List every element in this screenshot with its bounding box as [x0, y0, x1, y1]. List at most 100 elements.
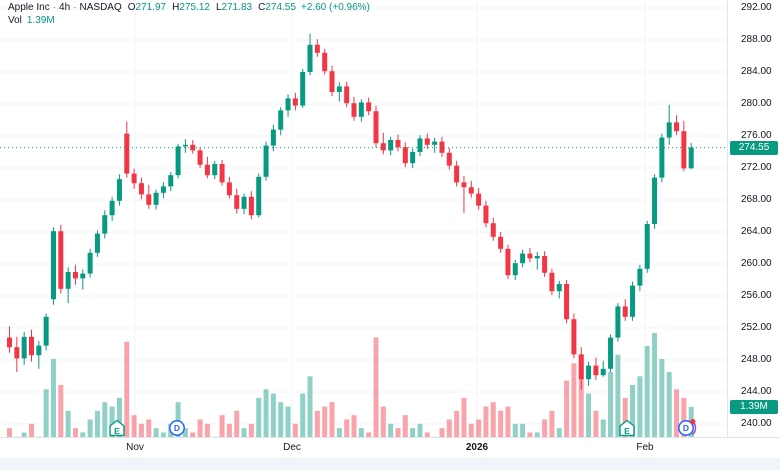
volume-bar[interactable] [674, 389, 680, 467]
candle[interactable] [72, 264, 78, 285]
candle[interactable] [549, 268, 555, 296]
candle[interactable] [681, 120, 687, 172]
candle[interactable] [182, 139, 188, 153]
candle[interactable] [476, 188, 482, 210]
volume-bar[interactable] [263, 389, 269, 467]
candle[interactable] [358, 99, 364, 122]
volume-bar[interactable] [505, 406, 511, 467]
symbol-name[interactable]: Apple Inc [8, 2, 50, 13]
dividend-marker[interactable]: D [673, 415, 700, 442]
candle[interactable] [417, 135, 423, 156]
candle[interactable] [336, 82, 342, 102]
candle[interactable] [102, 210, 108, 239]
candle[interactable] [688, 143, 694, 170]
candle[interactable] [666, 104, 672, 145]
candle[interactable] [160, 182, 166, 199]
candle[interactable] [190, 140, 196, 154]
candle[interactable] [674, 115, 680, 136]
earnings-marker[interactable]: E [109, 419, 125, 437]
volume-bar[interactable] [270, 393, 276, 467]
candle[interactable] [256, 173, 262, 218]
volume-bar[interactable] [461, 397, 467, 467]
volume-bar[interactable] [652, 333, 658, 467]
candle[interactable] [329, 65, 335, 96]
candle[interactable] [600, 360, 606, 377]
candle[interactable] [28, 329, 34, 362]
volume-bar[interactable] [102, 402, 108, 467]
volume-bar[interactable] [644, 346, 650, 467]
candle[interactable] [322, 48, 328, 75]
candle[interactable] [226, 176, 232, 199]
candle[interactable] [116, 174, 122, 206]
volume-bar[interactable] [373, 337, 379, 467]
candle[interactable] [556, 280, 562, 299]
candle[interactable] [534, 252, 540, 270]
volume-bar[interactable] [490, 402, 496, 467]
candle[interactable] [292, 92, 298, 111]
volume-bar[interactable] [322, 406, 328, 467]
candle[interactable] [644, 220, 650, 273]
volume-bar[interactable] [608, 371, 614, 467]
volume-bar[interactable] [43, 389, 49, 467]
candle[interactable] [520, 249, 526, 268]
volume-bar[interactable] [666, 371, 672, 467]
volume-bar[interactable] [124, 341, 130, 467]
candle[interactable] [344, 81, 350, 108]
exchange-label[interactable]: NASDAQ [79, 2, 122, 13]
volume-bar[interactable] [285, 406, 291, 467]
candle[interactable] [388, 136, 394, 156]
candle[interactable] [212, 160, 218, 180]
candle[interactable] [468, 180, 474, 198]
candle[interactable] [542, 251, 548, 277]
candle[interactable] [608, 334, 614, 372]
candle[interactable] [109, 196, 115, 221]
candle[interactable] [659, 133, 665, 183]
candle[interactable] [564, 280, 570, 324]
candle[interactable] [138, 177, 144, 200]
candle[interactable] [578, 347, 584, 390]
volume-bar[interactable] [50, 359, 56, 467]
candle[interactable] [168, 172, 174, 192]
candle[interactable] [124, 121, 130, 178]
volume-bar[interactable] [483, 406, 489, 467]
candle[interactable] [285, 94, 291, 117]
candle[interactable] [175, 144, 181, 179]
candle[interactable] [432, 137, 438, 153]
volume-bar[interactable] [688, 406, 694, 467]
volume-bar[interactable] [278, 402, 284, 467]
candle[interactable] [351, 96, 357, 121]
candle[interactable] [21, 332, 27, 365]
candle[interactable] [263, 141, 269, 181]
volume-bar[interactable] [58, 384, 64, 467]
candle[interactable] [58, 224, 64, 294]
candle[interactable] [204, 156, 210, 179]
candle[interactable] [652, 174, 658, 229]
volume-bar[interactable] [300, 393, 306, 467]
candle[interactable] [615, 303, 621, 342]
candle[interactable] [395, 134, 401, 152]
candle[interactable] [490, 217, 496, 241]
candle[interactable] [7, 326, 12, 353]
candle[interactable] [36, 340, 42, 369]
candle[interactable] [87, 248, 93, 278]
time-axis[interactable]: Nov Dec 2026 Feb [0, 437, 780, 458]
volume-label[interactable]: Vol [8, 15, 22, 26]
volume-bar[interactable] [329, 402, 335, 467]
volume-bar[interactable] [109, 406, 115, 467]
candle[interactable] [380, 132, 386, 155]
candle[interactable] [50, 227, 56, 305]
candle[interactable] [65, 267, 71, 304]
volume-bar[interactable] [578, 354, 584, 467]
candle[interactable] [424, 133, 430, 149]
candle[interactable] [410, 148, 416, 168]
candle[interactable] [527, 248, 533, 263]
candle[interactable] [630, 281, 636, 321]
candle[interactable] [14, 336, 20, 372]
candle[interactable] [314, 39, 320, 57]
volume-bar[interactable] [571, 363, 577, 467]
candle[interactable] [146, 184, 152, 209]
candle[interactable] [197, 147, 203, 168]
candle[interactable] [234, 188, 240, 214]
candle[interactable] [270, 124, 276, 152]
